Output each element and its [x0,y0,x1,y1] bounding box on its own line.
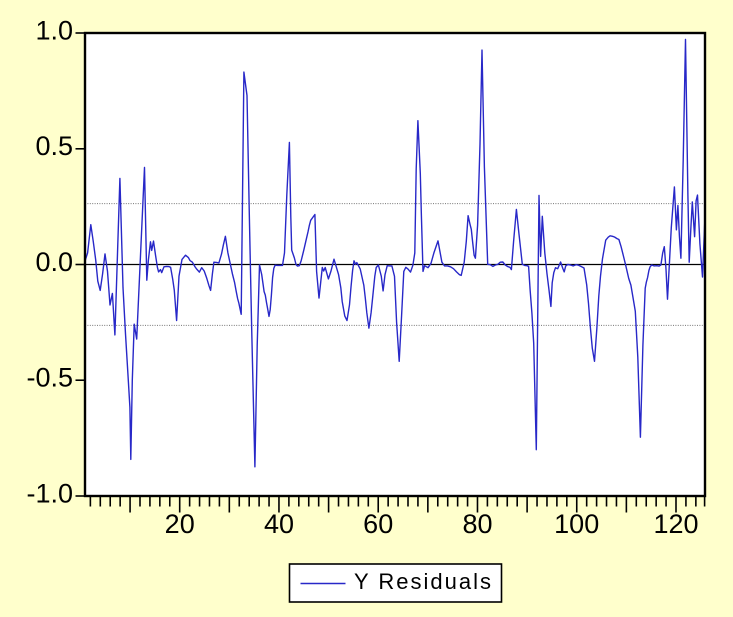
svg-text:0.5: 0.5 [35,131,73,161]
svg-text:120: 120 [653,509,698,539]
svg-text:80: 80 [462,509,492,539]
svg-text:Y Residuals: Y Residuals [354,569,493,594]
svg-text:1.0: 1.0 [35,15,73,45]
svg-text:0.0: 0.0 [35,247,73,277]
svg-text:100: 100 [554,509,599,539]
svg-text:-0.5: -0.5 [26,363,73,393]
svg-text:40: 40 [264,509,294,539]
svg-text:60: 60 [363,509,393,539]
svg-text:-1.0: -1.0 [26,478,73,508]
svg-text:20: 20 [165,509,195,539]
